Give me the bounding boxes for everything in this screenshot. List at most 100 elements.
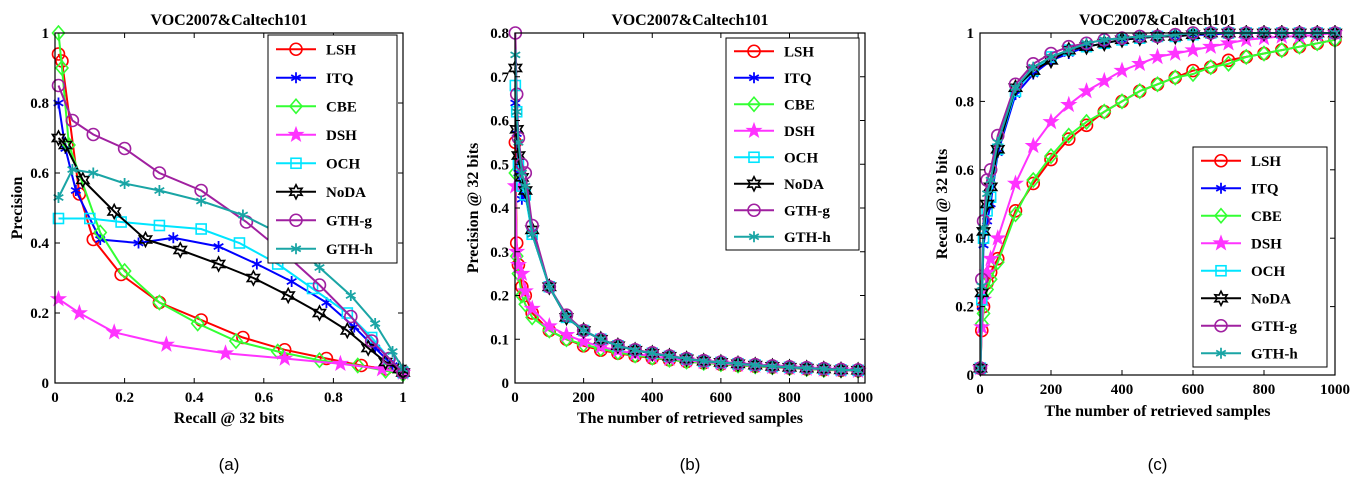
chart-1-legend-label-gth-g: GTH-g	[326, 213, 372, 229]
chart-2-point-gth-h-7	[561, 311, 572, 323]
chart-1-point-gth-h-11	[387, 346, 398, 357]
chart-3-legend-label-lsh: LSH	[1251, 154, 1281, 170]
chart-1-point-och-3	[153, 219, 166, 232]
chart-3-point-noda-23	[1309, 25, 1325, 42]
chart-1-point-gth-h-3	[119, 178, 130, 189]
chart-3-y-tick-label: 0.6	[955, 163, 974, 179]
chart-2-legend-label-gth-h: GTH-h	[784, 230, 831, 246]
chart-2-point-gth-h-9	[595, 333, 607, 345]
chart-2-legend-box	[725, 37, 860, 251]
chart-3-legend-marker-gth-g	[1214, 318, 1228, 333]
chart-3-point-dsh-18	[1219, 34, 1238, 51]
chart-1-point-cbe-4	[117, 262, 132, 280]
chart-3-x-tick-label: 1000	[1320, 382, 1350, 398]
chart-3-legend-marker-och	[1215, 264, 1227, 277]
chart-1-y-tick-label: 1	[42, 26, 50, 42]
chart-2-x-tick-label: 0	[511, 390, 519, 406]
chart-3-y-tick-label: 0.4	[955, 231, 974, 247]
chart-1-point-och-5	[233, 237, 246, 249]
chart-3-point-dsh-9	[1060, 95, 1078, 113]
chart-2-legend-marker-cbe	[746, 96, 762, 113]
chart-1-legend-label-itq: ITQ	[326, 71, 354, 87]
chart-1-point-dsh-0	[49, 289, 68, 307]
chart-1-point-itq-5	[168, 232, 179, 244]
chart-1-point-och-1	[84, 212, 96, 225]
chart-2-point-dsh-8	[575, 332, 593, 349]
chart-2-x-tick-label: 600	[710, 390, 733, 406]
chart-2-point-gth-h-12	[647, 347, 658, 359]
chart-1-point-noda-12	[377, 353, 394, 371]
chart-2-legend-label-noda: NoDA	[784, 177, 824, 193]
chart-1-legend-marker-gth-g	[289, 213, 303, 228]
chart-2-legend-label-itq: ITQ	[784, 71, 812, 87]
chart-1-point-gth-h-10	[369, 318, 381, 329]
chart-2-point-gth-h-1	[511, 106, 522, 118]
chart-3-point-noda-20	[1256, 25, 1272, 42]
chart-3-point-cbe-12	[1114, 93, 1130, 110]
chart-2-x-tick-label: 200	[572, 390, 595, 406]
chart-1-point-gth-h-5	[195, 195, 207, 207]
chart-3-point-noda-19	[1238, 25, 1254, 42]
chart-3-point-lsh-9	[1061, 132, 1076, 146]
chart-1-point-och-4	[195, 223, 207, 235]
chart-1-title: VOC2007&Caltech101	[151, 12, 308, 29]
chart-1-point-lsh-0	[51, 47, 66, 61]
chart-2-point-gth-h-6	[544, 281, 555, 293]
chart-1-y-tick-label: 0.6	[30, 166, 49, 182]
chart-1-legend-marker-dsh	[287, 125, 305, 143]
chart-2-point-gth-h-13	[664, 350, 675, 362]
chart-3-point-dsh-17	[1202, 37, 1220, 54]
chart-3-point-dsh-6	[1006, 174, 1025, 191]
chart-3-point-dsh-2	[974, 290, 993, 308]
chart-2-title: VOC2007&Caltech101	[612, 12, 769, 29]
chart-3-point-lsh-7	[1026, 176, 1041, 191]
chart-1-point-cbe-9	[312, 352, 327, 369]
chart-3-legend-marker-cbe	[1213, 207, 1229, 224]
chart-1-x-axis-label: Recall @ 32 bits	[174, 410, 284, 427]
chart-3-legend-marker-lsh	[1214, 153, 1228, 168]
chart-3-x-axis-label: The number of retrieved samples	[1044, 403, 1270, 420]
chart-3-point-cbe-13	[1132, 82, 1147, 100]
chart-1-point-noda-7	[245, 269, 261, 287]
chart-2-point-gth-h-14	[681, 353, 692, 365]
chart-2-point-gth-h-3	[516, 167, 528, 179]
chart-1-point-cbe-7	[228, 332, 244, 350]
chart-1-point-noda-5	[172, 241, 188, 259]
chart-1-point-gth-g-10	[364, 334, 379, 348]
chart-3: VOC2007&Caltech101 0 200 400 600 800 1000 0 0.2 0…	[934, 12, 1350, 474]
chart-3-point-cbe-15	[1168, 69, 1183, 86]
chart-1-legend-marker-noda	[288, 183, 304, 201]
chart-1-point-noda-3	[106, 202, 122, 221]
chart-2-legend-marker-gth-h	[748, 231, 760, 243]
chart-1-point-gth-h-1	[67, 164, 78, 175]
chart-3-series-line-cbe	[979, 38, 1336, 369]
chart-2-point-gth-h-24	[852, 364, 864, 376]
chart-1-y-tick-label: 0.4	[30, 236, 49, 252]
chart-3-point-cbe-10	[1079, 113, 1094, 131]
chart-1-legend-label-noda: NoDA	[326, 185, 366, 201]
chart-2-point-gth-g-6	[542, 279, 557, 294]
chart-3-point-dsh-15	[1166, 44, 1184, 61]
chart-3-point-gth-h-9	[1063, 44, 1074, 56]
chart-2-point-gth-h-18	[749, 359, 761, 371]
chart-3-point-dsh-10	[1077, 82, 1096, 99]
chart-1-legend-label-och: OCH	[326, 156, 361, 172]
chart-2-caption: (b)	[680, 455, 701, 474]
chart-3-legend-label-itq: ITQ	[1251, 181, 1279, 197]
chart-1-point-itq-7	[251, 258, 263, 270]
chart-2-point-gth-h-15	[698, 355, 709, 367]
chart-2-point-gth-h-19	[767, 360, 778, 372]
chart-1-point-gth-h-2	[88, 167, 99, 179]
chart-2-point-gth-g-8	[576, 323, 591, 338]
chart-3-point-noda-18	[1220, 25, 1237, 42]
chart-3-point-cbe-18	[1221, 55, 1236, 73]
chart-1-point-noda-2	[75, 171, 91, 189]
chart-2-series-group	[507, 26, 867, 380]
chart-1-axes-box	[54, 32, 404, 384]
chart-3-point-dsh-7	[1024, 136, 1042, 154]
chart-2-point-noda-18	[747, 356, 763, 374]
chart-1-point-gth-g-2	[86, 127, 101, 142]
chart-1-point-cbe-6	[190, 315, 205, 332]
chart-1-point-gth-h-8	[314, 262, 325, 273]
chart-2-point-noda-4	[517, 181, 533, 200]
